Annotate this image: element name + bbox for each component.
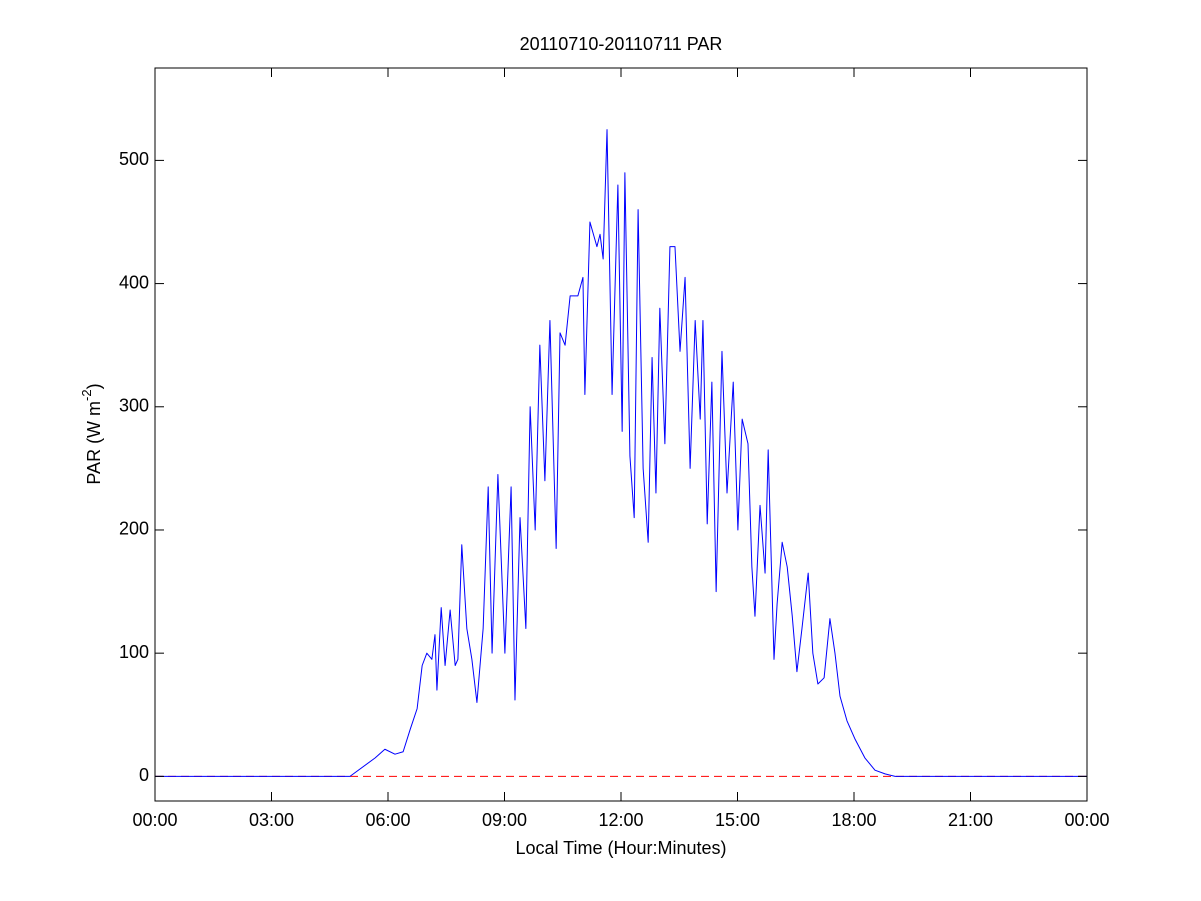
- data-line: [155, 129, 1087, 777]
- y-label-superscript: -2: [79, 389, 94, 401]
- x-tick-label: 12:00: [598, 810, 643, 830]
- x-tick-label: 06:00: [365, 810, 410, 830]
- y-tick-label: 400: [119, 272, 149, 292]
- chart-title: 20110710-20110711 PAR: [520, 34, 723, 54]
- x-tick-label: 15:00: [715, 810, 760, 830]
- y-label-text: PAR (W m: [84, 401, 104, 485]
- y-tick-label: 100: [119, 642, 149, 662]
- x-axis-label: Local Time (Hour:Minutes): [515, 838, 726, 858]
- y-tick-label: 500: [119, 149, 149, 169]
- x-tick-label: 03:00: [249, 810, 294, 830]
- y-axis-label: PAR (W m-2): [79, 383, 103, 484]
- y-tick-label: 300: [119, 396, 149, 416]
- x-tick-label: 21:00: [948, 810, 993, 830]
- y-label-suffix: ): [84, 383, 104, 389]
- x-tick-label: 00:00: [132, 810, 177, 830]
- x-tick-label: 09:00: [482, 810, 527, 830]
- y-tick-label: 0: [139, 765, 149, 785]
- x-tick-label: 00:00: [1064, 810, 1109, 830]
- y-tick-label: 200: [119, 519, 149, 539]
- x-tick-label: 18:00: [831, 810, 876, 830]
